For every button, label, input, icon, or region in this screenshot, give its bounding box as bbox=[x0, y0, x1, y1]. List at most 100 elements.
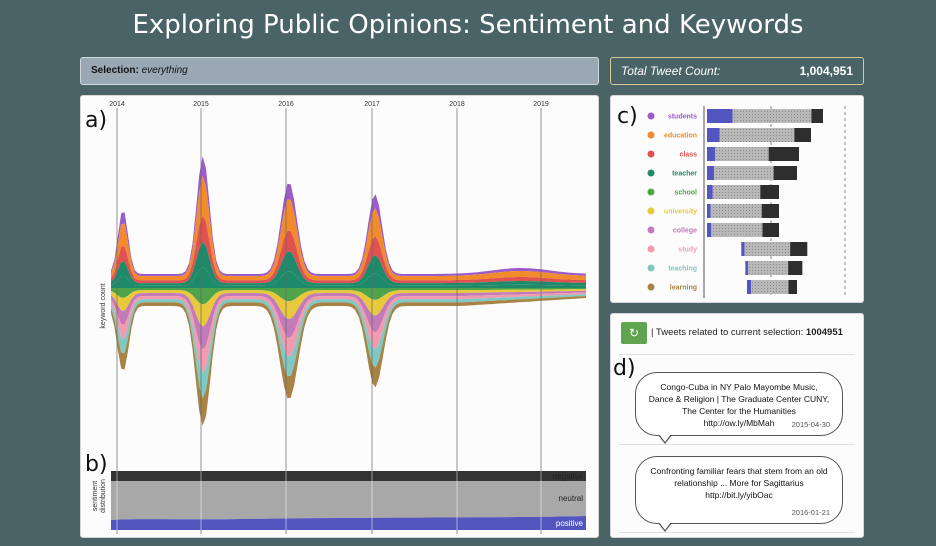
keyword-label-learning: learning bbox=[670, 285, 697, 292]
bar-negative-university bbox=[761, 204, 779, 218]
bar-positive-class bbox=[707, 147, 716, 161]
bar-neutral-education bbox=[719, 128, 795, 142]
keyword-dot-teaching bbox=[647, 264, 655, 272]
year-lines: 2014 2015 2016 2017 2018 2019 bbox=[109, 101, 549, 534]
keyword-label-students: students bbox=[668, 114, 697, 121]
tweet-count-box: Total Tweet Count: 1,004,951 bbox=[610, 57, 864, 85]
tweet-date-1: 2015-04-30 bbox=[791, 420, 830, 429]
keyword-dot-students bbox=[647, 112, 655, 120]
stream-layer-school bbox=[111, 288, 586, 305]
selection-value: everything bbox=[141, 65, 188, 76]
tweets-panel: ↻ | Tweets related to current selection:… bbox=[610, 313, 864, 538]
keyword-dot-learning bbox=[647, 283, 655, 291]
bar-positive-college bbox=[707, 223, 712, 237]
year-label: 2014 bbox=[109, 101, 125, 108]
keyword-dot-study bbox=[647, 245, 655, 253]
tweets-header-prefix: | Tweets related to current selection: bbox=[651, 327, 804, 338]
selection-label: Selection: bbox=[91, 65, 139, 76]
keyword-dot-university bbox=[647, 207, 655, 215]
keyword-label-class: class bbox=[679, 152, 697, 159]
stream-layer-students bbox=[111, 156, 586, 277]
bar-negative-education bbox=[794, 128, 811, 142]
keyword-label-university: university bbox=[664, 209, 697, 216]
keyword-count-axis-label: keyword count bbox=[100, 283, 107, 328]
keyword-bar-chart[interactable]: students education class teacher school unive… bbox=[611, 96, 863, 302]
panel-c-letter: c) bbox=[617, 104, 638, 129]
tweet-count-label: Total Tweet Count: bbox=[621, 64, 721, 78]
sentiment-axis-label-1: sentiment bbox=[92, 481, 99, 511]
stream-layer-teacher bbox=[111, 241, 586, 286]
bar-negative-study bbox=[790, 242, 808, 256]
tweet-bubble-1[interactable]: Congo-Cuba in NY Palo Mayombe Music, Dan… bbox=[635, 372, 843, 444]
bar-positive-teaching bbox=[745, 261, 749, 275]
stream-layer-teaching bbox=[111, 294, 586, 399]
tweet-bubble-2[interactable]: Confronting familiar fears that stem fro… bbox=[635, 456, 843, 532]
sentiment-axis-label-2: distribution bbox=[100, 479, 107, 513]
streamgraph-panel: 2014 2015 2016 2017 2018 2019 keyword count s… bbox=[80, 95, 599, 538]
bar-negative-students bbox=[811, 109, 823, 123]
stream-layer-teacher bbox=[111, 266, 586, 288]
bar-negative-teacher bbox=[773, 166, 797, 180]
tweet-count-value: 1,004,951 bbox=[799, 64, 853, 78]
refresh-icon: ↻ bbox=[628, 326, 640, 340]
bar-neutral-study bbox=[744, 242, 791, 256]
stream-layers bbox=[111, 156, 586, 426]
bar-positive-education bbox=[707, 128, 720, 142]
bar-positive-teacher bbox=[707, 166, 715, 180]
bar-negative-school bbox=[760, 185, 779, 199]
keyword-dot-school bbox=[647, 188, 655, 196]
selection-bar: Selection: everything bbox=[80, 57, 599, 85]
year-label: 2019 bbox=[533, 101, 549, 108]
keyword-label-college: college bbox=[673, 228, 697, 235]
panel-a-letter: a) bbox=[85, 108, 108, 133]
bar-positive-students bbox=[707, 109, 733, 123]
keyword-dot-education bbox=[647, 131, 655, 139]
bar-neutral-class bbox=[715, 147, 769, 161]
sentiment-negative-band bbox=[111, 471, 586, 481]
keyword-label-study: study bbox=[678, 247, 697, 254]
bar-neutral-teacher bbox=[714, 166, 774, 180]
panel-b-letter: b) bbox=[85, 452, 108, 477]
sentiment-negative-label: negative bbox=[553, 472, 584, 481]
bar-positive-learning bbox=[747, 280, 751, 294]
sentiment-positive-band bbox=[111, 516, 586, 530]
bar-neutral-students bbox=[732, 109, 812, 123]
panel-d-letter: d) bbox=[613, 356, 636, 381]
sentiment-neutral-band bbox=[111, 481, 586, 520]
bar-neutral-learning bbox=[751, 280, 789, 294]
year-label: 2017 bbox=[364, 101, 380, 108]
page-title: Exploring Public Opinions: Sentiment and… bbox=[132, 10, 804, 40]
tweets-divider bbox=[619, 354, 855, 355]
bar-positive-university bbox=[707, 204, 711, 218]
stream-layer-learning bbox=[111, 296, 586, 426]
bar-neutral-university bbox=[710, 204, 762, 218]
keyword-dot-teacher bbox=[647, 169, 655, 177]
bar-positive-study bbox=[741, 242, 745, 256]
stream-layer-education bbox=[111, 176, 586, 281]
tweet-text-2: Confronting familiar fears that stem fro… bbox=[650, 466, 828, 500]
year-label: 2015 bbox=[193, 101, 209, 108]
bar-neutral-teaching bbox=[748, 261, 789, 275]
tweets-divider bbox=[619, 532, 855, 533]
bar-positive-school bbox=[707, 185, 713, 199]
bar-neutral-college bbox=[711, 223, 763, 237]
tweets-header-count: 1004951 bbox=[805, 327, 843, 338]
keyword-label-education: education bbox=[664, 133, 697, 140]
keyword-dot-class bbox=[647, 150, 655, 158]
stream-layer-university bbox=[111, 289, 586, 327]
refresh-button[interactable]: ↻ bbox=[621, 322, 647, 344]
bar-negative-learning bbox=[788, 280, 797, 294]
bar-negative-college bbox=[762, 223, 779, 237]
bar-neutral-school bbox=[712, 185, 761, 199]
bar-negative-class bbox=[768, 147, 799, 161]
keyword-sentiment-panel: students education class teacher school unive… bbox=[610, 95, 864, 303]
year-label: 2018 bbox=[449, 101, 465, 108]
sentiment-positive-label: positive bbox=[556, 519, 584, 528]
tweet-text-1: Congo-Cuba in NY Palo Mayombe Music, Dan… bbox=[648, 382, 830, 428]
tweet-date-2: 2016-01-21 bbox=[791, 508, 830, 517]
sentiment-chart bbox=[111, 471, 586, 530]
tweets-header: | Tweets related to current selection: 1… bbox=[651, 322, 843, 344]
keyword-label-school: school bbox=[674, 190, 697, 197]
year-label: 2016 bbox=[278, 101, 294, 108]
streamgraph-chart[interactable]: 2014 2015 2016 2017 2018 2019 keyword count s… bbox=[81, 96, 598, 537]
